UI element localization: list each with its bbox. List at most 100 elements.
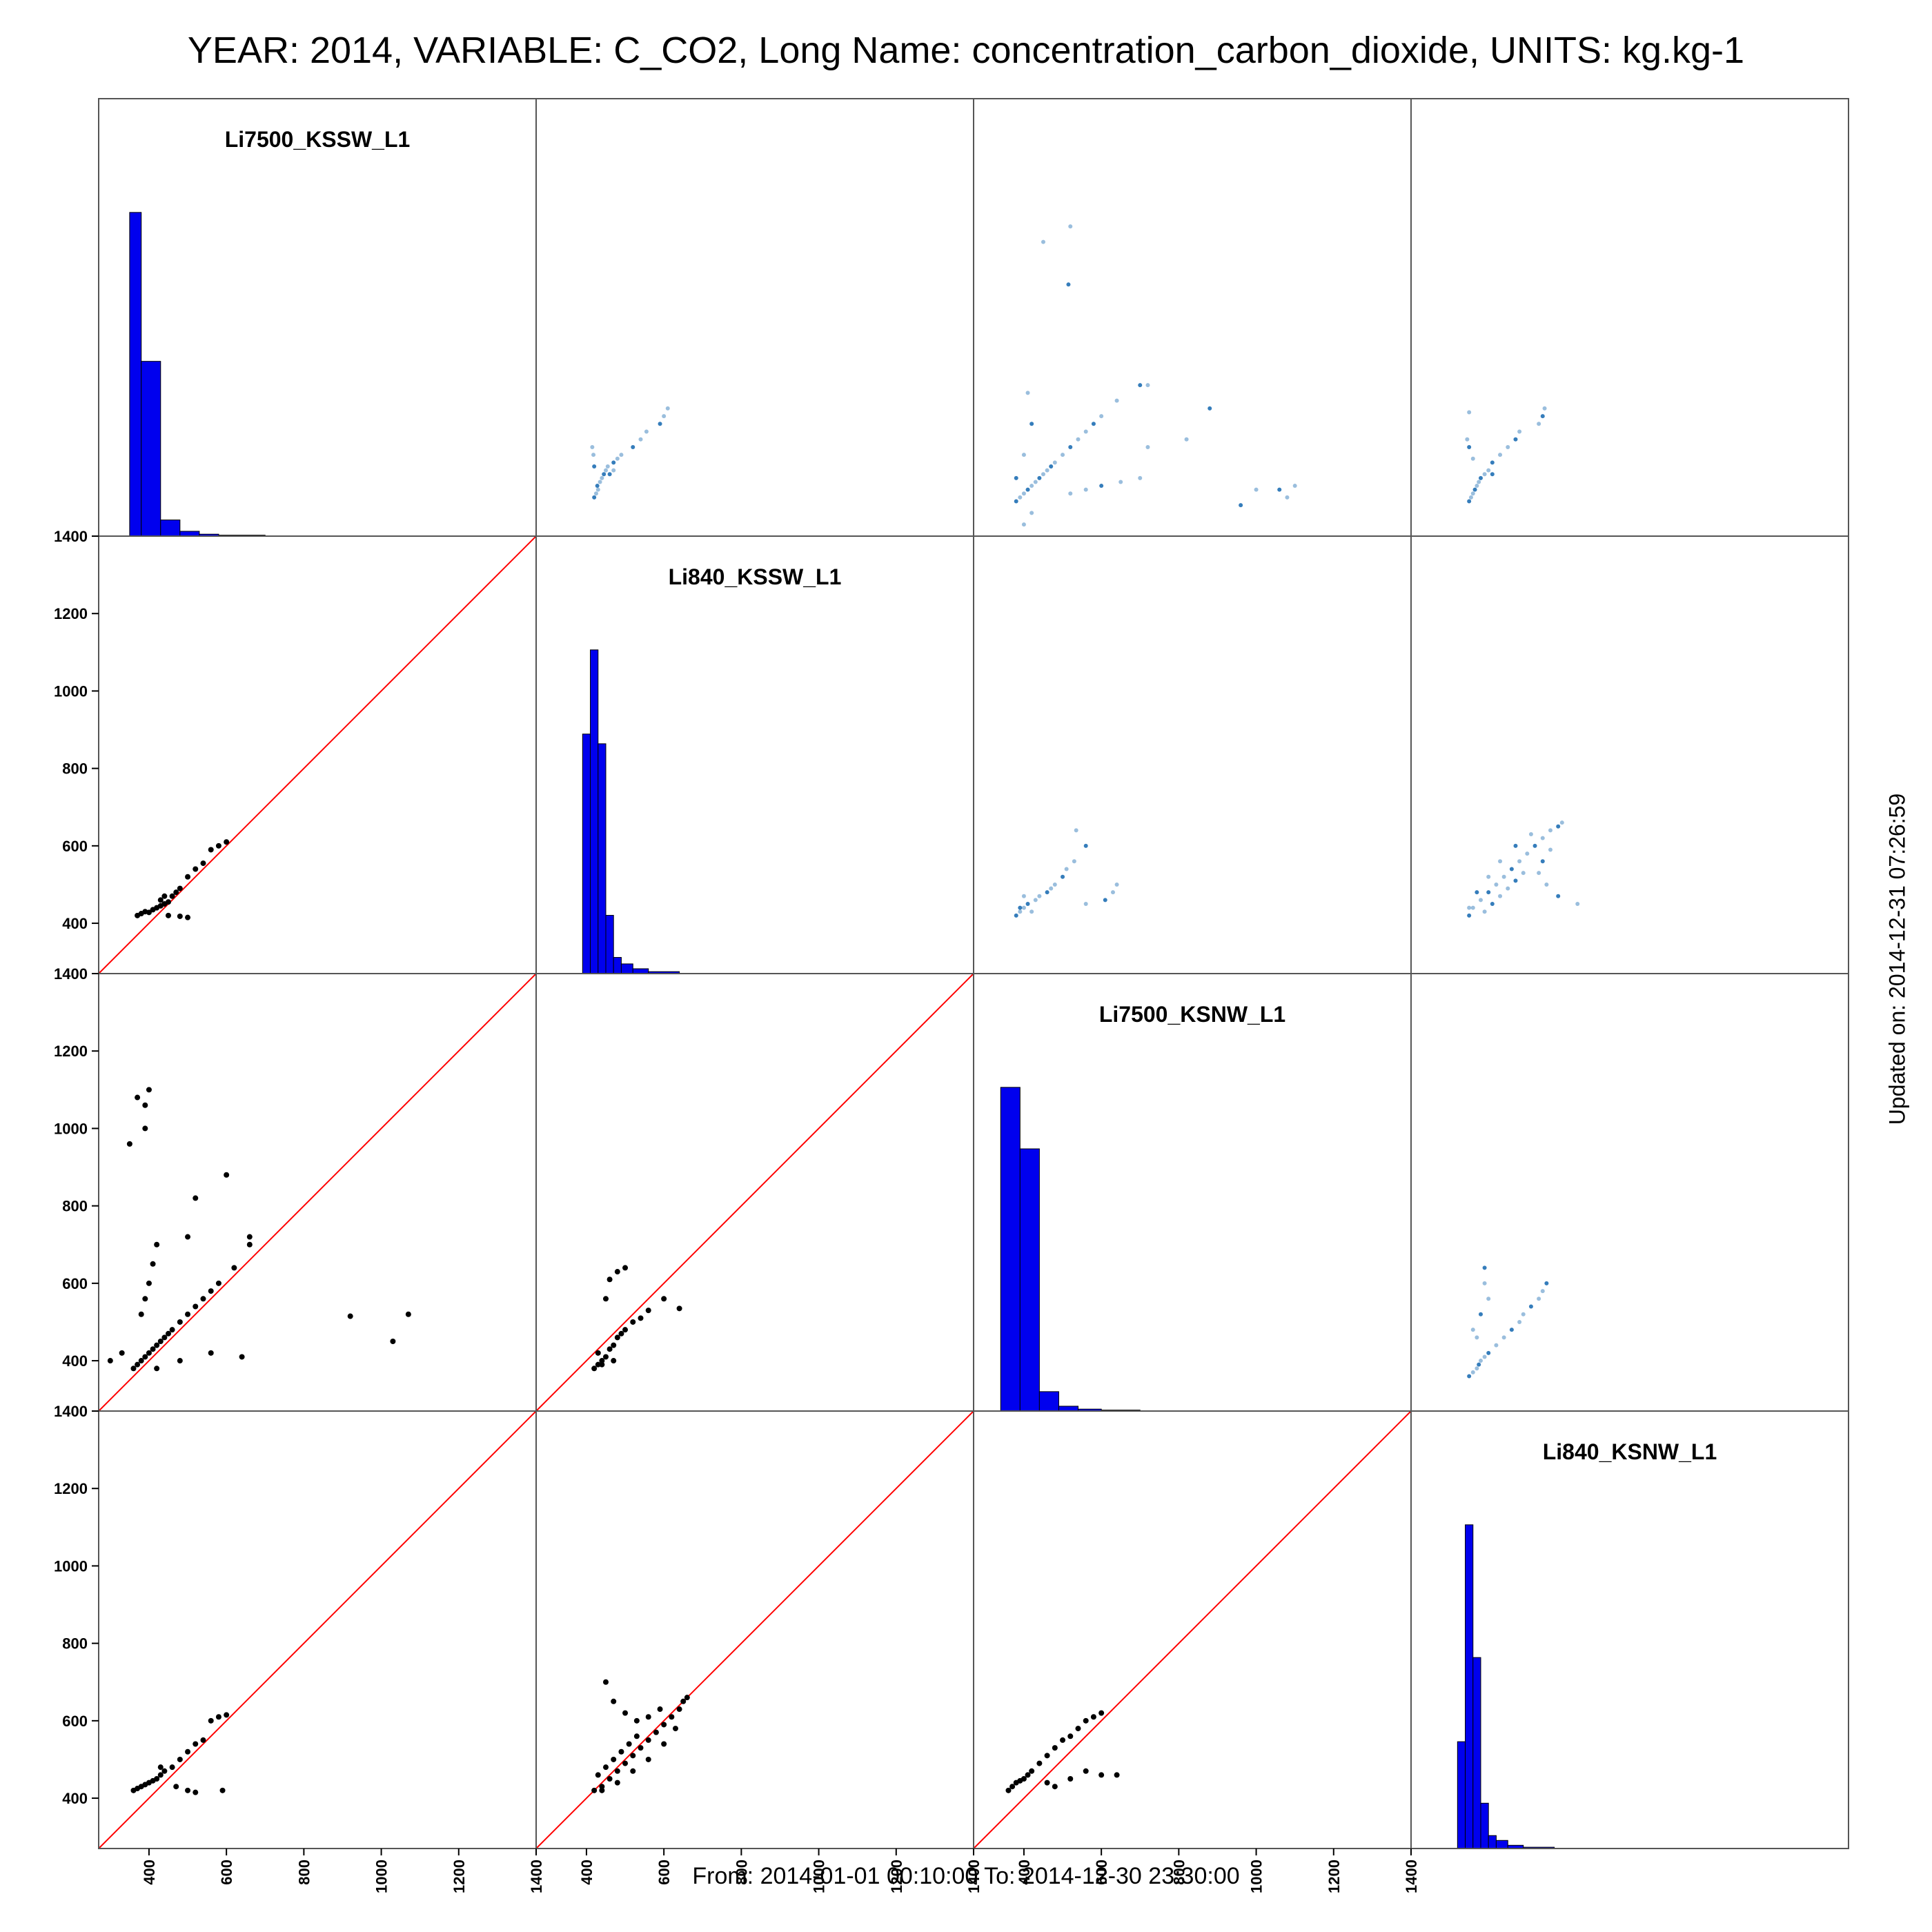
histogram-Li7500_KSNW_L1: Li7500_KSNW_L1 (1000, 1002, 1296, 1412)
density-point (1548, 828, 1552, 833)
scatter-point (185, 1311, 191, 1317)
one-to-one-line (535, 1410, 974, 1849)
x-tick-label: 800 (295, 1860, 313, 1885)
scatter-point (142, 1125, 148, 1132)
density-point (1072, 859, 1076, 864)
scatter-point (676, 1305, 682, 1312)
x-tick-label: 800 (733, 1860, 750, 1885)
scatter-point (591, 1787, 598, 1793)
scatter-point (630, 1768, 636, 1774)
density-point (1068, 491, 1073, 496)
scatter-point (602, 1679, 609, 1685)
scatter-point (1009, 1784, 1016, 1790)
scatter-point (1098, 1772, 1105, 1778)
scatter-point (177, 913, 183, 919)
x-tick-label: 1000 (811, 1860, 828, 1893)
scatter-point (142, 1296, 148, 1302)
scatter-point (177, 1756, 183, 1762)
scatter-point (126, 1141, 132, 1147)
density-panel-Li7500_KSNW_L1-vs-Li840_KSNW_L1 (1467, 1265, 1549, 1379)
scatter-point (1083, 1768, 1089, 1774)
histogram-bar (179, 531, 200, 537)
density-point (1110, 890, 1115, 895)
density-point (1091, 422, 1096, 426)
scatter-point (1036, 1760, 1043, 1766)
density-point (1239, 503, 1243, 508)
density-point (1467, 410, 1472, 415)
scatter-panel-Li840_KSNW_L1-vs-Li840_KSSW_L1 (535, 1410, 974, 1849)
scatter-point (633, 1717, 640, 1724)
histogram-bar (605, 915, 614, 974)
scatter-point (246, 1234, 253, 1240)
scatter-point (138, 1311, 144, 1317)
scatter-point (224, 839, 230, 845)
scatter-point (618, 1748, 624, 1755)
density-point (1049, 886, 1054, 891)
y-tick-label: 400 (62, 915, 88, 932)
scatter-point (630, 1319, 636, 1325)
density-point (1506, 886, 1510, 891)
chart-title: YEAR: 2014, VARIABLE: C_CO2, Long Name: … (187, 30, 1745, 71)
histogram-bar (1457, 1741, 1466, 1849)
y-tick-label: 1400 (54, 528, 88, 545)
scatter-point (599, 1358, 605, 1364)
density-point (592, 464, 597, 469)
scatter-point (185, 874, 191, 880)
density-point (1208, 406, 1212, 411)
scatter-point (193, 1195, 199, 1201)
scatter-point (614, 1780, 620, 1786)
density-point (1517, 859, 1522, 864)
scatter-point (246, 1241, 253, 1248)
density-point (1114, 398, 1119, 403)
density-point (1478, 1359, 1483, 1363)
scatter-point (1098, 1710, 1105, 1716)
panel-border (1410, 1410, 1849, 1849)
density-point (1540, 836, 1545, 840)
histogram-bar (620, 963, 633, 974)
y-tick-label: 1000 (54, 682, 88, 700)
density-point (1064, 867, 1069, 871)
histogram-bar (1465, 1524, 1474, 1849)
density-point (1498, 894, 1503, 898)
scatter-point (611, 1756, 617, 1762)
density-point (1029, 909, 1034, 914)
histogram-bar (1472, 1657, 1481, 1849)
scatter-point (622, 1710, 629, 1716)
scatter-point (161, 1334, 168, 1341)
one-to-one-line (973, 1410, 1412, 1849)
scatter-point (607, 1346, 613, 1352)
scatter-point (680, 1698, 687, 1704)
scatter-point (1029, 1768, 1035, 1774)
scatter-point (165, 912, 171, 918)
density-point (1472, 487, 1477, 492)
scatter-point (622, 1265, 629, 1271)
scatter-point (661, 1296, 667, 1302)
density-point (638, 437, 643, 442)
scatter-point (1067, 1733, 1074, 1739)
density-point (1025, 902, 1030, 907)
y-tick-label: 1200 (54, 1043, 88, 1060)
one-to-one-line (535, 973, 974, 1412)
density-point (1049, 464, 1054, 469)
density-point (1532, 843, 1537, 848)
density-point (1470, 1370, 1475, 1374)
histogram-bar (1495, 1840, 1508, 1849)
scatter-panel-Li840_KSNW_L1-vs-Li7500_KSNW_L1 (973, 1410, 1412, 1849)
scatter-point (645, 1714, 651, 1720)
density-point (1506, 444, 1510, 449)
density-point (619, 453, 624, 457)
scatter-point (165, 899, 171, 905)
density-point (1548, 847, 1552, 852)
y-tick-label: 1200 (54, 605, 88, 622)
scatter-point (161, 1768, 168, 1774)
density-point (1482, 1281, 1487, 1285)
scatter-point (154, 1776, 160, 1782)
scatter-point (611, 1698, 617, 1704)
density-point (611, 468, 616, 473)
density-point (1184, 437, 1189, 442)
scatter-point (1083, 1717, 1089, 1724)
scatter-point (138, 1358, 144, 1364)
y-tick-label: 1000 (54, 1557, 88, 1575)
scatter-point (1025, 1772, 1031, 1778)
